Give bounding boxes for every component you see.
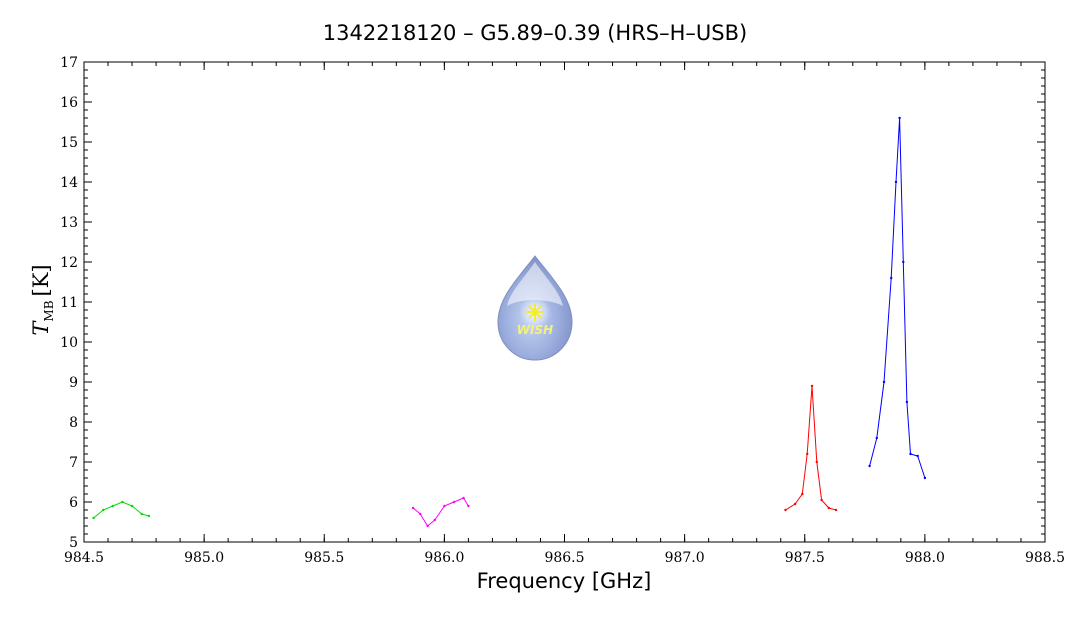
series-3 [868,116,927,480]
logo-text: WISH [517,323,553,337]
x-tick-label: 984.5 [64,550,104,566]
data-point [868,464,871,468]
y-tick-label: 14 [60,175,78,191]
series-line [869,117,926,479]
data-point [890,276,893,280]
y-tick-label: 7 [69,455,78,471]
star-icon [526,303,544,321]
data-point [916,454,919,458]
series-1 [411,496,470,528]
x-tick-label: 985.0 [184,550,224,566]
x-tick-label: 988.0 [905,550,945,566]
data-point [426,524,429,528]
series-2 [784,384,838,512]
data-point [443,504,446,508]
y-tick-label: 13 [60,215,78,231]
data-point [905,400,909,404]
y-axis-label-symbol: T [29,320,53,336]
data-point [801,492,804,496]
data-point [433,518,436,522]
x-tick-label: 986.0 [424,550,464,566]
y-tick-label: 17 [60,55,78,71]
data-point [894,180,898,184]
data-point [111,504,115,508]
data-point [923,476,927,480]
data-point [834,508,838,512]
x-tick-label: 988.5 [1025,550,1065,566]
x-tick-label: 986.5 [544,550,584,566]
data-point [411,506,415,510]
x-axis: 984.5 985.0 985.5 986.0 986.5 987.0 987.5 988.0… [64,62,1065,566]
data-point [140,512,143,516]
data-point [810,384,814,388]
data-point [882,380,886,384]
y-tick-label: 16 [60,95,78,111]
data-point [147,514,151,518]
data-point [121,500,124,504]
wish-logo: WISH [497,255,573,361]
y-tick-label: 6 [69,495,78,511]
data-point [793,502,797,506]
y-axis-label: TMB [K] [29,264,56,335]
data-point [898,116,901,120]
series-layer [92,116,927,528]
data-point [102,508,105,512]
data-point [419,512,422,516]
data-point [806,452,809,456]
y-tick-label: 10 [60,335,78,351]
chart-title: 1342218120 – G5.89–0.39 (HRS–H–USB) [323,21,747,45]
y-tick-label: 5 [69,535,78,551]
data-point [784,508,787,512]
y-tick-label: 9 [69,375,78,391]
x-axis-label: Frequency [GHz] [477,569,652,593]
x-tick-label: 985.5 [304,550,344,566]
y-axis: 5 6 7 8 9 10 11 12 13 14 15 16 17 [60,55,1045,551]
y-axis-label-subscript: MB [42,300,56,321]
data-point [815,460,818,464]
y-axis-label-unit: [K] [29,264,53,296]
data-point [452,500,456,504]
y-tick-label: 12 [60,255,78,271]
data-point [827,506,830,510]
y-tick-label: 11 [60,295,78,311]
data-point [909,452,912,456]
series-0 [92,500,151,520]
series-line [412,497,469,527]
x-tick-label: 987.0 [665,550,705,566]
data-point [92,516,95,520]
data-point [130,504,134,508]
y-tick-label: 15 [60,135,78,151]
series-line [93,501,150,519]
data-point [467,504,470,508]
data-point [875,436,878,440]
data-point [820,498,823,502]
data-point [902,260,905,264]
data-point [462,496,465,500]
series-line [785,385,837,511]
x-tick-label: 987.5 [785,550,825,566]
y-tick-label: 8 [69,415,78,431]
